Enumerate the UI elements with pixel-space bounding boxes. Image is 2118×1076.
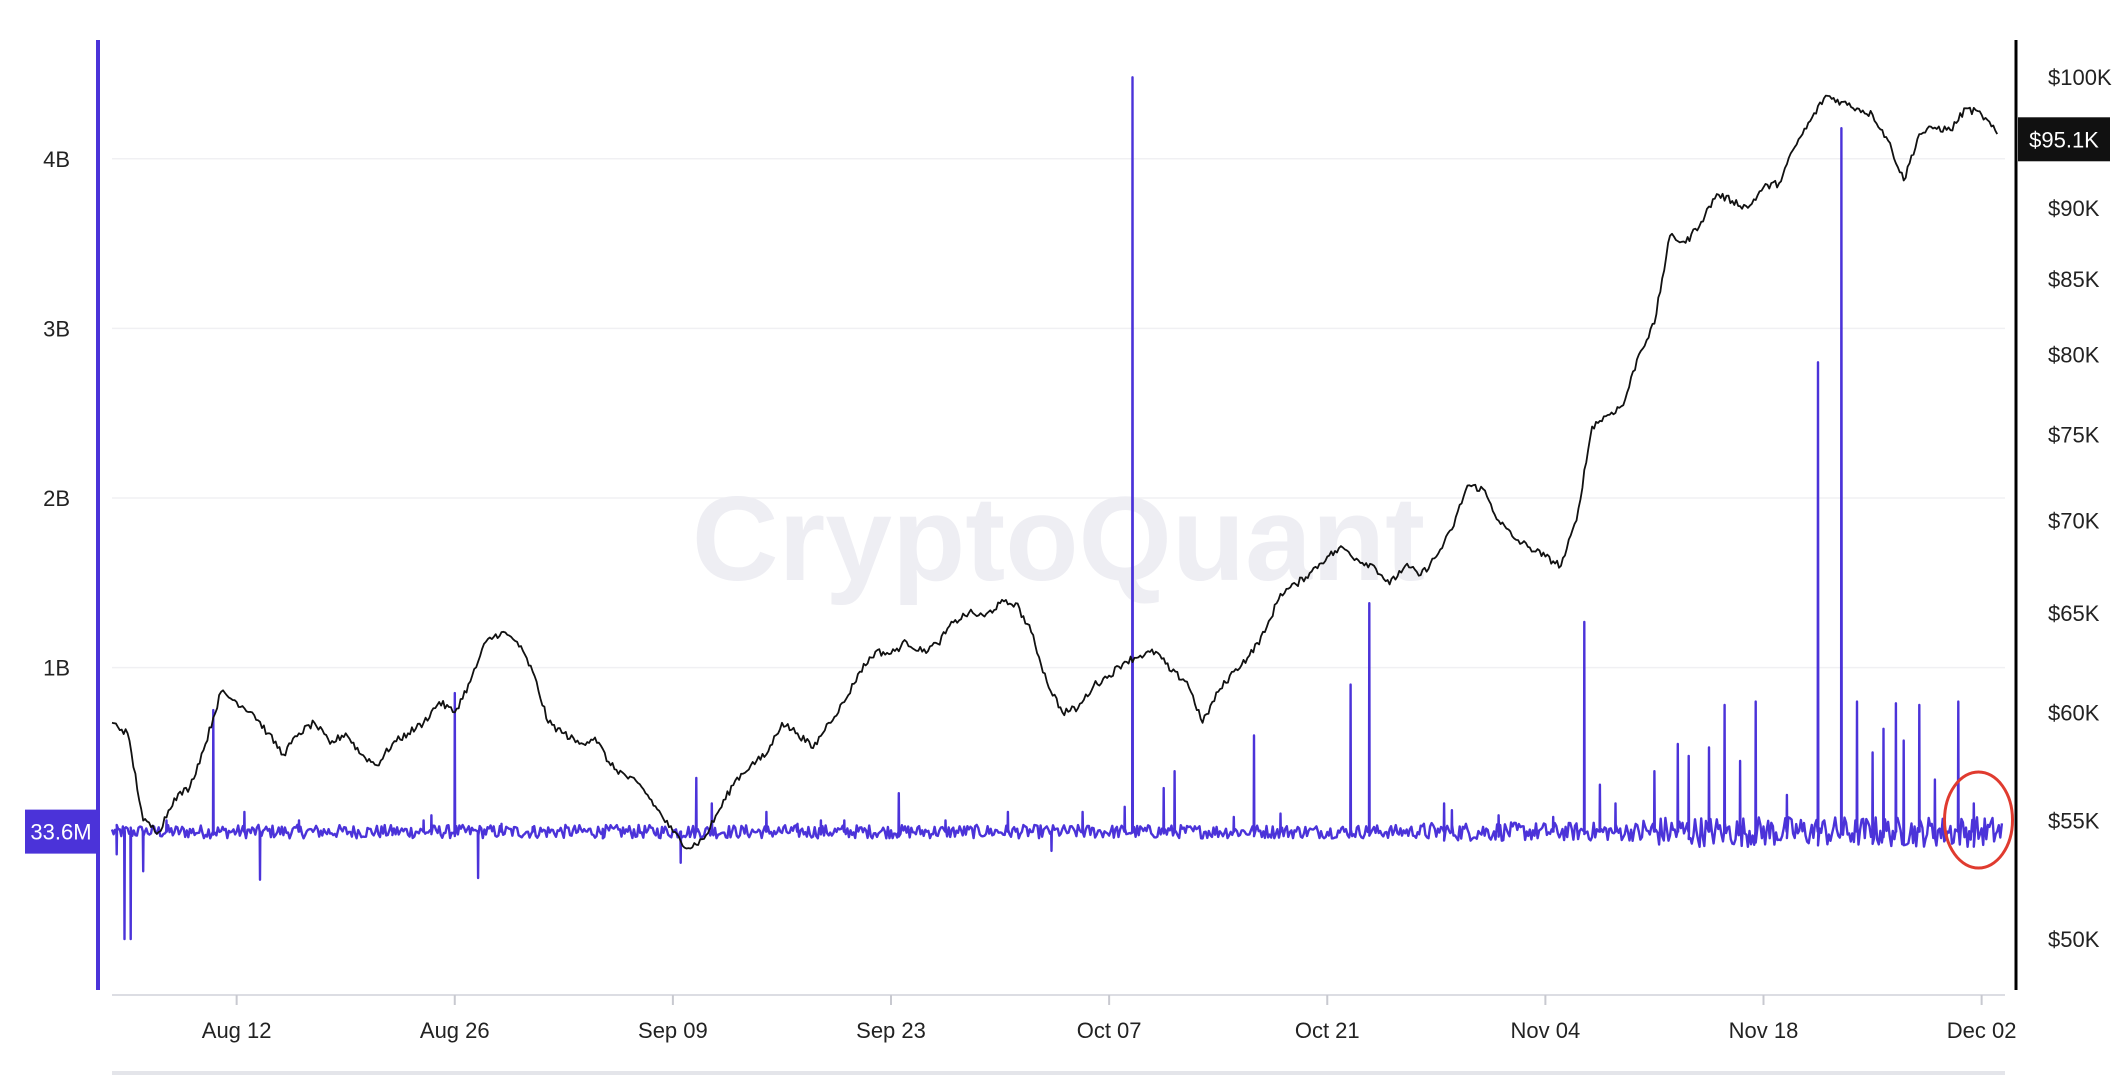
x-tick-label: Sep 23 xyxy=(856,1018,926,1043)
annotation-layer xyxy=(1943,770,2015,870)
x-axis-ticks: Aug 12 Aug 26 Sep 09 Sep 23 Oct 07 Oct 21 Nov … xyxy=(202,995,2017,1043)
right-tick-label: $65K xyxy=(2048,601,2100,626)
highlight-circle xyxy=(1943,770,2015,870)
left-value-badge-text: 33.6M xyxy=(30,820,91,845)
right-tick-label: $55K xyxy=(2048,809,2100,834)
price-series-layer xyxy=(111,94,1998,850)
value-badges: 33.6M $95.1K xyxy=(25,117,2110,854)
x-tick-label: Dec 02 xyxy=(1947,1018,2017,1043)
right-value-badge xyxy=(2018,117,2110,162)
right-tick-label: $80K xyxy=(2048,342,2100,367)
right-value-badge-text: $95.1K xyxy=(2029,127,2099,152)
price-series-line xyxy=(111,94,1998,850)
right-tick-label: $70K xyxy=(2048,509,2100,534)
left-value-badge xyxy=(25,809,97,854)
volume-series-layer xyxy=(110,76,2004,941)
x-tick-label: Aug 26 xyxy=(420,1018,490,1043)
right-tick-label: $85K xyxy=(2048,267,2100,292)
x-tick-label: Oct 07 xyxy=(1077,1018,1142,1043)
left-tick-label: 3B xyxy=(43,316,70,341)
right-tick-label: $100K xyxy=(2048,65,2112,90)
left-tick-label: 1B xyxy=(43,656,70,681)
axes-layer xyxy=(96,40,2018,1075)
right-tick-label: $50K xyxy=(2048,927,2100,952)
x-tick-label: Oct 21 xyxy=(1295,1018,1360,1043)
watermark: CryptoQuant xyxy=(692,472,1425,606)
x-tick-label: Aug 12 xyxy=(202,1018,272,1043)
left-tick-label: 2B xyxy=(43,486,70,511)
grid-layer xyxy=(112,158,2005,669)
x-tick-label: Sep 09 xyxy=(638,1018,708,1043)
right-axis-ticks: $50K $55K $60K $65K $70K $75K $80K $85K $90K $100… xyxy=(2048,65,2112,952)
right-tick-label: $60K xyxy=(2048,700,2100,725)
left-axis-ticks: 1B 2B 3B 4B xyxy=(43,147,70,681)
volume-series-line xyxy=(110,76,2004,941)
x-tick-label: Nov 18 xyxy=(1729,1018,1799,1043)
right-tick-label: $75K xyxy=(2048,423,2100,448)
right-tick-label: $90K xyxy=(2048,196,2100,221)
x-tick-label: Nov 04 xyxy=(1511,1018,1581,1043)
left-tick-label: 4B xyxy=(43,147,70,172)
